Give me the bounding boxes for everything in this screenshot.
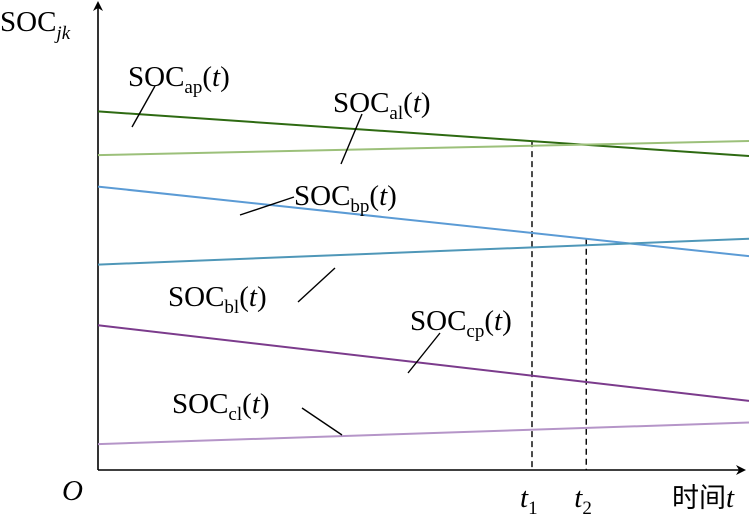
- leader-line-cl: [301, 407, 343, 436]
- label-leaders: [131, 85, 441, 436]
- guide-lines: t1 t2: [520, 141, 592, 517]
- leader-line-ap: [131, 85, 156, 128]
- series-label-cl: SOCcl(t): [172, 388, 270, 425]
- series-label-bp: SOCbp(t): [294, 180, 397, 217]
- series-label-ap: SOCap(t): [128, 61, 230, 98]
- series-label-al: SOCal(t): [333, 87, 431, 124]
- x-axis-title: 时间t: [672, 482, 735, 514]
- series-line-al: [97, 140, 749, 157]
- leader-line-bl: [297, 267, 336, 303]
- series-line-bl: [97, 237, 749, 266]
- series-line-bp: [97, 185, 749, 258]
- leader-line-al: [340, 113, 363, 165]
- series-labels: SOCap(t) SOCal(t) SOCbp(t) SOCbl(t) SOCcp(t)…: [128, 61, 512, 425]
- series-line-cp: [97, 324, 749, 402]
- series-lines: [97, 110, 749, 446]
- y-axis-title: SOCjk: [0, 6, 71, 44]
- origin-label: O: [62, 475, 83, 507]
- series-line-cl: [97, 421, 749, 446]
- leader-line-bp: [239, 196, 295, 216]
- series-label-bl: SOCbl(t): [168, 281, 267, 318]
- series-label-cp: SOCcp(t): [410, 305, 512, 342]
- leader-line-cp: [407, 332, 441, 374]
- x-tick-t1: t1: [520, 482, 538, 517]
- x-tick-t2: t2: [574, 482, 592, 517]
- series-line-ap: [97, 110, 749, 158]
